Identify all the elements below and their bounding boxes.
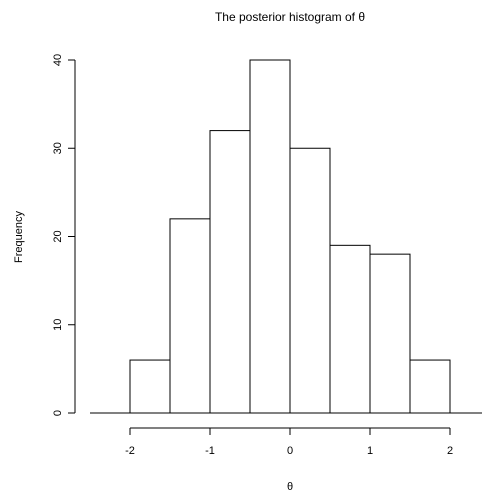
y-axis: 0 10 20 30 40 [52,54,76,416]
histogram-bar-4 [289,147,331,414]
x-tick-label: -2 [125,445,135,457]
x-tick-label: 1 [367,445,373,457]
x-tick-label: 0 [287,445,293,457]
histogram-bar-6 [369,253,411,414]
y-tick-label: 10 [52,319,64,331]
y-tick-label: 40 [52,54,64,66]
chart-title: The posterior histogram of θ [215,10,365,24]
histogram-bar-1 [169,218,211,414]
x-axis-label: θ [287,481,293,493]
histogram-bar-7 [409,359,451,414]
x-tick-label: 2 [447,445,453,457]
histogram-bar-3 [249,59,291,414]
y-tick-label: 0 [52,410,64,416]
histogram-bar-2 [209,130,251,414]
y-tick-label: 30 [52,142,64,154]
y-axis-label: Frequency [13,211,25,263]
y-tick-label: 20 [52,230,64,242]
x-axis: -2 -1 0 1 2 [125,427,453,457]
x-tick-label: -1 [205,445,215,457]
histogram-bar-5 [329,244,371,414]
histogram-bar-0 [129,359,171,414]
bars-group [90,59,482,414]
